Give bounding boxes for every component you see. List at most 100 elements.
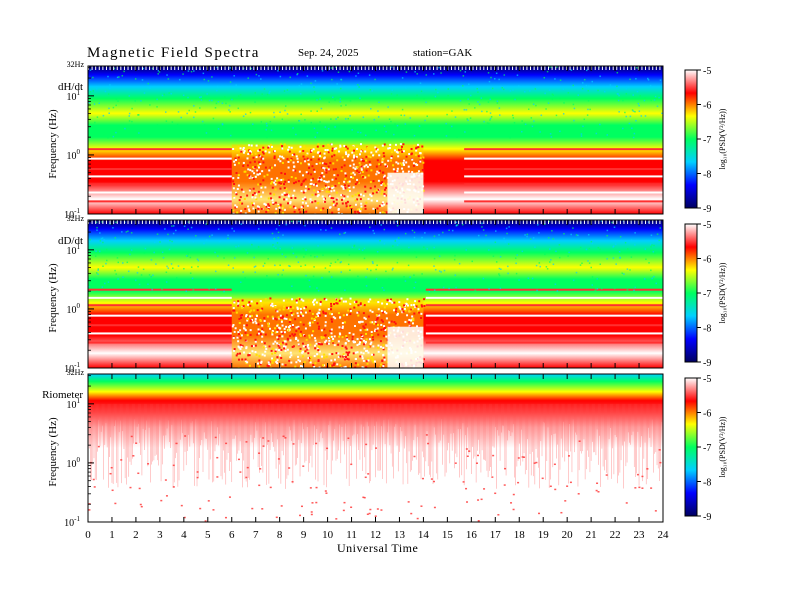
noise-pixel xyxy=(353,341,356,344)
noise-pixel xyxy=(282,345,285,348)
speckle-pixel xyxy=(516,254,518,256)
top-gap xyxy=(415,220,417,224)
noise-pixel xyxy=(278,308,281,311)
noise-pixel xyxy=(242,146,245,149)
noise-pixel xyxy=(324,314,327,317)
speckle-pixel xyxy=(370,108,372,110)
top-gap xyxy=(102,220,104,224)
speckle-pixel xyxy=(377,116,380,118)
noise-pixel xyxy=(340,166,343,169)
speckle-pixel xyxy=(170,92,172,95)
noise-pixel xyxy=(343,358,346,361)
noise-pixel xyxy=(359,355,362,358)
noise-pixel xyxy=(350,346,353,349)
noise-pixel xyxy=(379,169,382,172)
speckle-pixel xyxy=(214,288,217,290)
noise-pixel xyxy=(417,308,420,311)
noise-pixel xyxy=(349,365,352,368)
noise-pixel xyxy=(252,321,255,324)
speckle-pixel xyxy=(362,116,365,119)
speckle-pixel xyxy=(334,126,336,128)
colorbar-tick-label: -8 xyxy=(703,324,711,335)
speckle-pixel xyxy=(454,254,456,257)
top-gap xyxy=(634,66,636,70)
speckle-pixel xyxy=(266,125,268,127)
quiet-region xyxy=(387,326,424,368)
noise-pixel xyxy=(412,164,415,167)
top-gap xyxy=(271,220,273,224)
speckle-pixel xyxy=(628,122,631,125)
noise-pixel xyxy=(254,317,257,320)
noise-pixel xyxy=(390,155,393,158)
speckle-pixel xyxy=(369,131,371,134)
noise-pixel xyxy=(281,155,284,158)
top-gap xyxy=(192,220,194,224)
speckle-pixel xyxy=(539,131,541,133)
noise-pixel xyxy=(264,298,267,301)
speckle-pixel xyxy=(597,246,599,249)
top-gap xyxy=(296,66,298,70)
top-gap xyxy=(217,220,219,224)
speckle-pixel xyxy=(442,231,444,234)
noise-pixel xyxy=(252,177,255,180)
noise-pixel xyxy=(279,209,282,212)
noise-pixel xyxy=(322,364,325,367)
noise-pixel xyxy=(385,335,388,338)
speckle-pixel xyxy=(631,109,634,111)
speckle-pixel xyxy=(324,267,327,269)
speckle-pixel xyxy=(551,98,554,101)
noise-pixel xyxy=(276,328,279,331)
speckle-pixel xyxy=(440,271,442,273)
speckle-pixel xyxy=(473,286,475,288)
noise-pixel xyxy=(363,165,366,168)
speckle-pixel xyxy=(492,124,494,127)
noise-pixel xyxy=(331,320,334,323)
top-gap xyxy=(141,66,143,70)
noise-pixel xyxy=(241,306,244,309)
top-gap xyxy=(530,220,532,224)
harmonic-line xyxy=(464,148,663,151)
noise-pixel xyxy=(317,327,320,330)
speckle-pixel xyxy=(135,280,137,283)
noise-pixel xyxy=(260,361,263,364)
spectrogram-image xyxy=(88,66,663,214)
noise-pixel xyxy=(382,348,385,351)
noise-pixel xyxy=(369,187,372,190)
speckle-pixel xyxy=(282,234,284,236)
noise-pixel xyxy=(314,347,317,350)
speckle-pixel xyxy=(131,107,133,110)
top-gap xyxy=(576,66,578,70)
speckle-pixel xyxy=(137,266,140,268)
noise-pixel xyxy=(257,170,260,173)
noise-pixel xyxy=(292,205,295,208)
top-gap xyxy=(393,66,395,70)
noise-pixel xyxy=(399,143,402,146)
noise-pixel xyxy=(378,163,381,166)
noise-pixel xyxy=(352,171,355,174)
noise-pixel xyxy=(367,351,370,354)
noise-pixel xyxy=(305,185,308,188)
noise-pixel xyxy=(364,204,367,207)
speckle-pixel xyxy=(346,281,348,284)
noise-pixel xyxy=(264,345,267,348)
top-gap xyxy=(652,66,654,70)
noise-pixel xyxy=(300,313,303,316)
top-gap xyxy=(325,66,327,70)
speckle-pixel xyxy=(537,224,539,226)
top-gap xyxy=(616,66,618,70)
noise-pixel xyxy=(260,158,263,161)
speckle-pixel xyxy=(627,86,630,88)
noise-pixel xyxy=(283,186,286,189)
riometer-pixel xyxy=(212,509,215,511)
riometer-pixel xyxy=(462,481,465,483)
speckle-pixel xyxy=(356,239,359,242)
speckle-pixel xyxy=(102,265,104,268)
speckle-pixel xyxy=(383,243,386,245)
noise-pixel xyxy=(302,345,305,348)
speckle-pixel xyxy=(486,110,488,113)
top-gap xyxy=(443,220,445,224)
harmonic-line xyxy=(88,168,232,171)
noise-pixel xyxy=(371,359,374,362)
noise-pixel xyxy=(289,200,292,203)
top-gap xyxy=(476,66,478,70)
